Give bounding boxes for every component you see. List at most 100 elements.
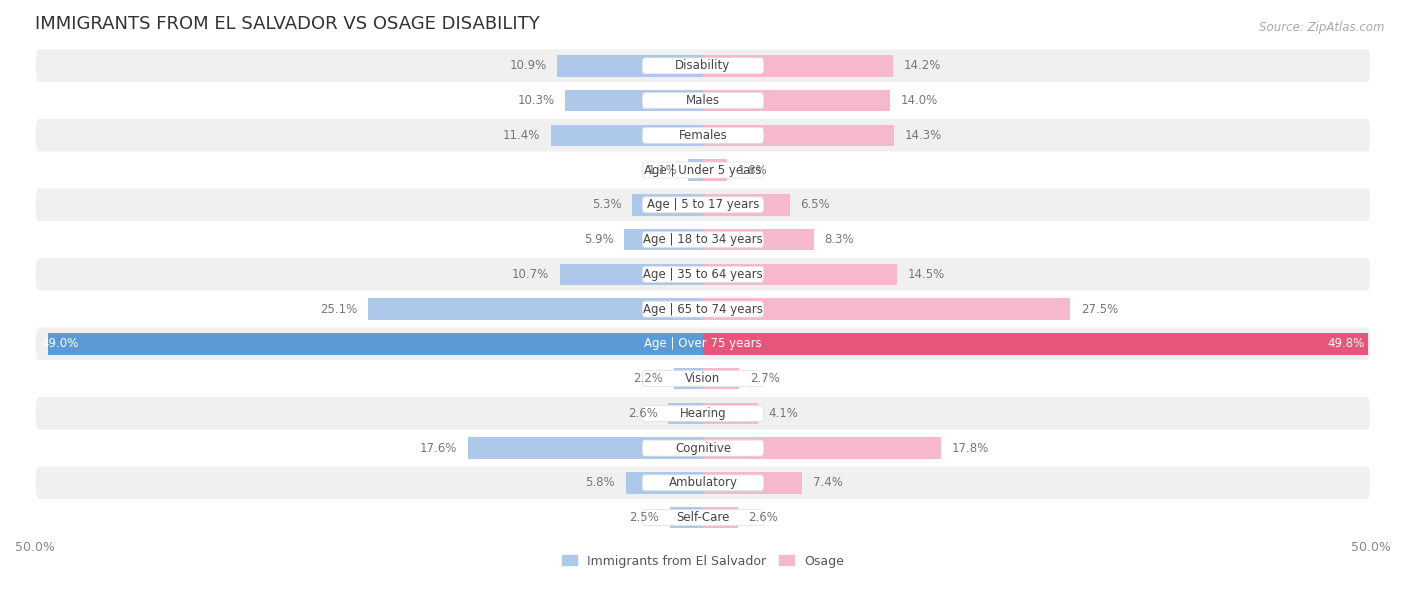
Bar bbox=[626, 472, 703, 494]
Text: Ambulatory: Ambulatory bbox=[668, 476, 738, 490]
Bar bbox=[703, 194, 790, 215]
FancyBboxPatch shape bbox=[643, 371, 763, 387]
Text: Age | Over 75 years: Age | Over 75 years bbox=[644, 337, 762, 350]
Text: Age | 5 to 17 years: Age | 5 to 17 years bbox=[647, 198, 759, 211]
FancyBboxPatch shape bbox=[35, 361, 1371, 396]
FancyBboxPatch shape bbox=[35, 466, 1371, 500]
Text: Age | 18 to 34 years: Age | 18 to 34 years bbox=[643, 233, 763, 246]
FancyBboxPatch shape bbox=[35, 292, 1371, 326]
Bar bbox=[557, 55, 703, 76]
Text: Hearing: Hearing bbox=[679, 407, 727, 420]
Text: 49.8%: 49.8% bbox=[1327, 337, 1364, 350]
Bar bbox=[560, 264, 703, 285]
FancyBboxPatch shape bbox=[643, 127, 763, 143]
FancyBboxPatch shape bbox=[643, 440, 763, 456]
FancyBboxPatch shape bbox=[35, 500, 1371, 535]
Text: 27.5%: 27.5% bbox=[1081, 302, 1118, 316]
Bar bbox=[689, 159, 703, 181]
Text: Source: ZipAtlas.com: Source: ZipAtlas.com bbox=[1260, 21, 1385, 34]
FancyBboxPatch shape bbox=[35, 48, 1371, 83]
Bar bbox=[624, 229, 703, 250]
Text: 14.5%: 14.5% bbox=[907, 268, 945, 281]
Bar bbox=[703, 159, 727, 181]
Text: Males: Males bbox=[686, 94, 720, 107]
FancyBboxPatch shape bbox=[35, 118, 1371, 153]
FancyBboxPatch shape bbox=[643, 405, 763, 421]
Bar bbox=[48, 333, 703, 354]
FancyBboxPatch shape bbox=[35, 222, 1371, 257]
Text: Vision: Vision bbox=[685, 372, 721, 385]
Text: 11.4%: 11.4% bbox=[502, 129, 540, 142]
FancyBboxPatch shape bbox=[643, 475, 763, 491]
Text: 25.1%: 25.1% bbox=[319, 302, 357, 316]
Text: Cognitive: Cognitive bbox=[675, 442, 731, 455]
FancyBboxPatch shape bbox=[643, 231, 763, 248]
FancyBboxPatch shape bbox=[643, 510, 763, 526]
Bar bbox=[565, 90, 703, 111]
FancyBboxPatch shape bbox=[643, 301, 763, 317]
Text: 2.6%: 2.6% bbox=[627, 407, 658, 420]
FancyBboxPatch shape bbox=[35, 257, 1371, 292]
Bar bbox=[703, 438, 941, 459]
Text: 2.5%: 2.5% bbox=[628, 511, 659, 524]
Text: 10.7%: 10.7% bbox=[512, 268, 550, 281]
Text: Age | Under 5 years: Age | Under 5 years bbox=[644, 163, 762, 177]
Text: 2.6%: 2.6% bbox=[748, 511, 779, 524]
Text: 14.2%: 14.2% bbox=[904, 59, 941, 72]
FancyBboxPatch shape bbox=[643, 92, 763, 108]
Text: 5.8%: 5.8% bbox=[585, 476, 614, 490]
FancyBboxPatch shape bbox=[35, 326, 1371, 361]
Text: Self-Care: Self-Care bbox=[676, 511, 730, 524]
Text: 4.1%: 4.1% bbox=[769, 407, 799, 420]
Bar bbox=[551, 125, 703, 146]
Text: 1.1%: 1.1% bbox=[648, 163, 678, 177]
Text: 49.0%: 49.0% bbox=[42, 337, 79, 350]
FancyBboxPatch shape bbox=[643, 58, 763, 74]
Bar bbox=[703, 55, 893, 76]
Bar bbox=[703, 368, 740, 389]
Text: 14.0%: 14.0% bbox=[901, 94, 938, 107]
Bar bbox=[673, 368, 703, 389]
Text: 2.2%: 2.2% bbox=[633, 372, 662, 385]
Bar bbox=[703, 403, 758, 424]
Text: 8.3%: 8.3% bbox=[824, 233, 855, 246]
Text: IMMIGRANTS FROM EL SALVADOR VS OSAGE DISABILITY: IMMIGRANTS FROM EL SALVADOR VS OSAGE DIS… bbox=[35, 15, 540, 33]
Bar bbox=[703, 90, 890, 111]
FancyBboxPatch shape bbox=[35, 187, 1371, 222]
Bar bbox=[669, 507, 703, 528]
FancyBboxPatch shape bbox=[35, 396, 1371, 431]
Bar bbox=[468, 438, 703, 459]
Legend: Immigrants from El Salvador, Osage: Immigrants from El Salvador, Osage bbox=[562, 554, 844, 567]
Bar bbox=[703, 472, 801, 494]
Text: 17.6%: 17.6% bbox=[420, 442, 457, 455]
FancyBboxPatch shape bbox=[35, 83, 1371, 118]
Bar bbox=[668, 403, 703, 424]
FancyBboxPatch shape bbox=[643, 266, 763, 282]
Bar bbox=[633, 194, 703, 215]
Text: 5.3%: 5.3% bbox=[592, 198, 621, 211]
Text: Age | 65 to 74 years: Age | 65 to 74 years bbox=[643, 302, 763, 316]
Bar bbox=[703, 229, 814, 250]
Text: 7.4%: 7.4% bbox=[813, 476, 842, 490]
FancyBboxPatch shape bbox=[35, 431, 1371, 466]
Text: 14.3%: 14.3% bbox=[904, 129, 942, 142]
Text: 6.5%: 6.5% bbox=[800, 198, 831, 211]
Text: 10.9%: 10.9% bbox=[509, 59, 547, 72]
Text: 1.8%: 1.8% bbox=[738, 163, 768, 177]
Bar bbox=[703, 125, 894, 146]
Bar bbox=[703, 333, 1368, 354]
Bar bbox=[703, 264, 897, 285]
FancyBboxPatch shape bbox=[643, 162, 763, 178]
Text: Females: Females bbox=[679, 129, 727, 142]
FancyBboxPatch shape bbox=[35, 153, 1371, 187]
Text: 10.3%: 10.3% bbox=[517, 94, 555, 107]
Text: 2.7%: 2.7% bbox=[749, 372, 780, 385]
Text: 5.9%: 5.9% bbox=[583, 233, 613, 246]
Bar bbox=[703, 298, 1070, 320]
Bar bbox=[703, 507, 738, 528]
Bar bbox=[367, 298, 703, 320]
Text: Disability: Disability bbox=[675, 59, 731, 72]
Text: Age | 35 to 64 years: Age | 35 to 64 years bbox=[643, 268, 763, 281]
FancyBboxPatch shape bbox=[643, 197, 763, 213]
Text: 17.8%: 17.8% bbox=[952, 442, 988, 455]
